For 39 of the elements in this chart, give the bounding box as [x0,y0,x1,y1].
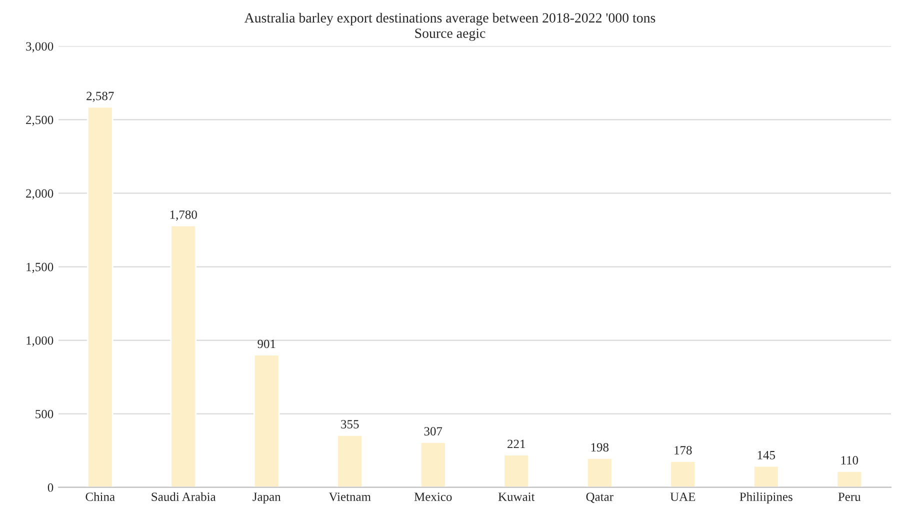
bar [420,442,446,488]
x-tick-label: UAE [670,492,696,502]
y-tick-label: 1,500 [26,262,54,274]
bar [586,458,613,488]
bar [253,354,280,488]
y-tick-label: 0 [48,483,54,492]
x-tick-label: Mexico [414,492,452,502]
data-label: 2,587 [86,92,114,102]
y-tick-label: 3,000 [26,42,54,52]
data-label: 901 [258,340,276,348]
bar [836,470,863,488]
data-label: 145 [758,450,776,460]
data-label: 1,780 [170,210,197,221]
bar [503,454,530,488]
data-label: 198 [591,443,609,452]
x-tick-label: Japan [252,492,281,504]
data-label: 307 [424,427,442,436]
data-label: 110 [841,456,858,464]
chart-subtitle: Source aegic [415,28,486,41]
bar [86,106,114,488]
y-tick-label: 2,000 [26,189,54,200]
chart-title: Australia barley export destinations average between 2018-2022 '000 tons [244,12,656,26]
data-label: 178 [674,446,692,454]
bar [752,465,780,488]
x-tick-label: Vietnam [328,492,371,502]
x-tick-label: Kuwait [498,492,535,502]
x-tick-label: Saudi Arabia [152,492,216,502]
x-tick-label: Philiipines [740,492,792,504]
bar [670,460,696,488]
data-label: 355 [341,420,359,428]
y-tick-label: 500 [36,410,54,418]
y-tick-label: 2,500 [26,116,54,126]
x-tick-label: Peru [838,492,861,502]
bar [170,224,197,488]
bar [336,434,364,488]
x-tick-label: Qatar [586,492,614,503]
data-label: 221 [508,440,525,448]
x-tick-label: China [86,492,115,502]
y-tick-label: 1,000 [26,336,54,347]
